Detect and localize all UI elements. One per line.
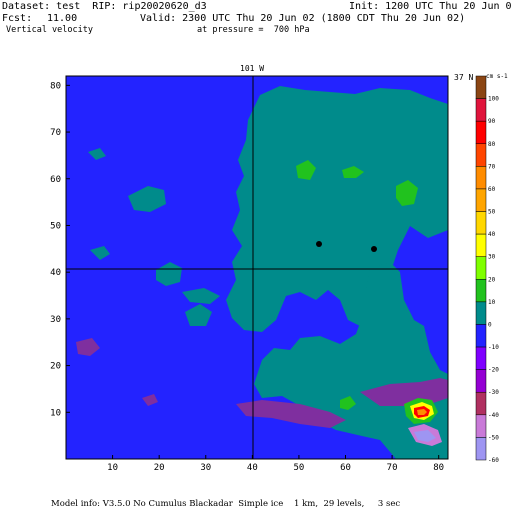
colorbar-label--50: -50	[488, 434, 499, 441]
lavender-core	[414, 430, 436, 442]
purple-west-cell	[76, 338, 100, 356]
colorbar-label-50: 50	[488, 209, 496, 216]
dataset-title: Dataset: test RIP: rip20020620_d3	[2, 1, 207, 12]
colorbar-swatch-15	[475, 414, 487, 438]
colorbar-label-0: 0	[488, 321, 492, 328]
colorbar-swatch-1	[475, 98, 487, 122]
teal-southwest-cell	[90, 246, 110, 260]
green-cell-east	[396, 180, 418, 206]
colorbar-label--40: -40	[488, 412, 499, 419]
colorbar-swatch-7	[475, 233, 487, 257]
x-tick-label-40: 40	[247, 463, 258, 473]
valid-time: Valid: 2300 UTC Thu 20 Jun 02 (1800 CDT …	[140, 13, 466, 24]
x-tick-label-20: 20	[154, 463, 165, 473]
colorbar-swatch-0	[475, 75, 487, 99]
y-axis-ticks: 10 20 30 40 50 60 70 80	[50, 81, 70, 418]
colorbar-swatch-12	[475, 346, 487, 370]
colorbar-swatch-10	[475, 301, 487, 325]
latitude-label: 37 N	[454, 73, 474, 82]
purple-southeast-band	[360, 378, 448, 406]
teal-west-cell-2	[185, 304, 212, 326]
x-tick-label-30: 30	[200, 463, 211, 473]
colorbar-swatch-11	[475, 324, 487, 348]
y-tick-label-40: 40	[50, 268, 61, 278]
x-tick-label-80: 80	[433, 463, 444, 473]
teal-north-cell	[88, 148, 106, 160]
init-time: Init: 1200 UTC Thu 20 Jun 02	[349, 1, 512, 12]
colorbar-label-40: 40	[488, 231, 496, 238]
colorbar-label--60: -60	[488, 457, 499, 464]
x-axis-ticks: 10 20 30 40 50 60 70 80	[107, 455, 444, 473]
y-tick-label-80: 80	[50, 81, 61, 91]
orange-core-ring	[417, 409, 427, 415]
colorbar-label--10: -10	[488, 344, 499, 351]
green-cell-north	[296, 160, 316, 180]
fcst-label: Fcst:	[2, 13, 33, 24]
colorbar-label-100: 100	[488, 96, 499, 103]
y-tick-label-50: 50	[50, 221, 61, 231]
colorbar-units: cm s-1	[486, 73, 508, 80]
teal-northwest-cell	[128, 186, 166, 212]
y-tick-label-70: 70	[50, 128, 61, 138]
x-tick-label-60: 60	[340, 463, 351, 473]
y-tick-label-60: 60	[50, 175, 61, 185]
y-tick-label-30: 30	[50, 315, 61, 325]
colorbar-label-90: 90	[488, 118, 496, 125]
colorbar-label-70: 70	[488, 163, 496, 170]
model-info: Model info: V3.5.0 No Cumulus Blackadar …	[51, 499, 401, 509]
field-name: Vertical velocity	[6, 25, 93, 35]
purple-small-cell	[142, 394, 158, 406]
colorbar-swatch-6	[475, 211, 487, 235]
colorbar-label-60: 60	[488, 186, 496, 193]
teal-southeast-region	[254, 262, 448, 459]
colorbar-label-10: 10	[488, 299, 496, 306]
y-tick-label-10: 10	[50, 408, 61, 418]
colorbar-swatch-3	[475, 143, 487, 167]
colorbar-swatch-2	[475, 120, 487, 145]
teal-updraft-region	[226, 86, 448, 332]
colorbar-swatch-14	[475, 391, 487, 416]
colorbar-label-80: 80	[488, 141, 496, 148]
longitude-label: 101 W	[240, 64, 265, 73]
colorbar-label--20: -20	[488, 367, 499, 374]
colorbar-swatch-13	[475, 369, 487, 393]
map-frame	[65, 75, 449, 460]
teal-west-cell	[156, 262, 182, 286]
colorbar-label-20: 20	[488, 276, 496, 283]
green-cell-northeast	[342, 166, 364, 178]
green-cell-south	[340, 396, 356, 410]
purple-south-band	[236, 400, 346, 428]
colorbar-swatch-4	[475, 166, 487, 190]
y-tick-label-20: 20	[50, 362, 61, 372]
x-tick-label-70: 70	[387, 463, 398, 473]
colorbar-swatch-8	[475, 256, 487, 280]
colorbar-swatch-5	[475, 188, 487, 212]
teal-south-strip	[182, 288, 220, 304]
x-tick-label-10: 10	[107, 463, 118, 473]
colorbar-swatch-16	[475, 437, 487, 461]
contour-field	[66, 76, 448, 459]
station-marker-2	[371, 246, 377, 252]
colorbar-label-30: 30	[488, 254, 496, 261]
pressure-level: at pressure = 700 hPa	[197, 25, 310, 35]
x-tick-label-50: 50	[294, 463, 305, 473]
fcst-value: 11.00	[47, 13, 78, 24]
colorbar-swatch-9	[475, 279, 487, 303]
colorbar-label--30: -30	[488, 389, 499, 396]
station-marker-1	[316, 241, 322, 247]
